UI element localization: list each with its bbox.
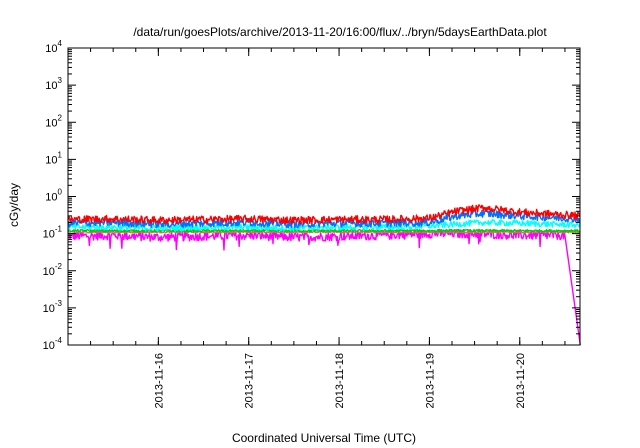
x-tick-label: 2013-11-19 — [424, 353, 436, 408]
plot-frame — [67, 47, 581, 346]
series-layer — [67, 204, 581, 346]
y-tick-label: 103 — [45, 76, 62, 92]
y-tick-base: 10 — [43, 303, 55, 315]
y-tick-base: 10 — [45, 80, 57, 92]
ticks-layer: 10410310210110010-110-210-310-42013-11-1… — [43, 39, 580, 408]
y-tick-label: 104 — [45, 39, 62, 55]
y-tick-base: 10 — [45, 192, 57, 204]
y-tick-label: 101 — [45, 150, 62, 166]
y-tick-label: 10-1 — [43, 225, 63, 241]
y-tick-exponent: -4 — [55, 336, 63, 345]
series-line — [67, 228, 581, 346]
y-tick-exponent: -3 — [55, 299, 63, 308]
y-tick-base: 10 — [45, 117, 57, 129]
y-tick-exponent: 0 — [58, 188, 63, 197]
y-tick-label: 10-2 — [43, 262, 63, 278]
chart-title: /data/run/goesPlots/archive/2013-11-20/1… — [133, 25, 547, 39]
y-tick-exponent: 1 — [58, 150, 63, 159]
series-line — [67, 209, 581, 229]
y-tick-label: 100 — [45, 188, 62, 204]
y-tick-base: 10 — [43, 229, 55, 241]
y-tick-exponent: -2 — [55, 262, 63, 271]
y-tick-base: 10 — [45, 43, 57, 55]
series-line — [67, 204, 581, 225]
x-tick-label: 2013-11-17 — [244, 353, 256, 408]
x-tick-label: 2013-11-20 — [515, 353, 527, 408]
y-tick-exponent: 2 — [58, 113, 63, 122]
x-tick-label: 2013-11-18 — [334, 353, 346, 408]
x-tick-label: 2013-11-16 — [153, 353, 165, 408]
y-tick-exponent: 3 — [58, 76, 63, 85]
y-tick-label: 10-3 — [43, 299, 63, 315]
y-tick-label: 10-4 — [43, 336, 63, 352]
x-axis-title: Coordinated Universal Time (UTC) — [232, 431, 416, 445]
y-tick-label: 102 — [45, 113, 62, 129]
y-tick-exponent: -1 — [55, 225, 63, 234]
series-line — [67, 228, 581, 233]
y-tick-base: 10 — [43, 340, 55, 352]
y-tick-base: 10 — [45, 154, 57, 166]
y-axis-title: cGy/day — [7, 183, 21, 227]
y-tick-base: 10 — [43, 266, 55, 278]
y-tick-exponent: 4 — [58, 39, 63, 48]
